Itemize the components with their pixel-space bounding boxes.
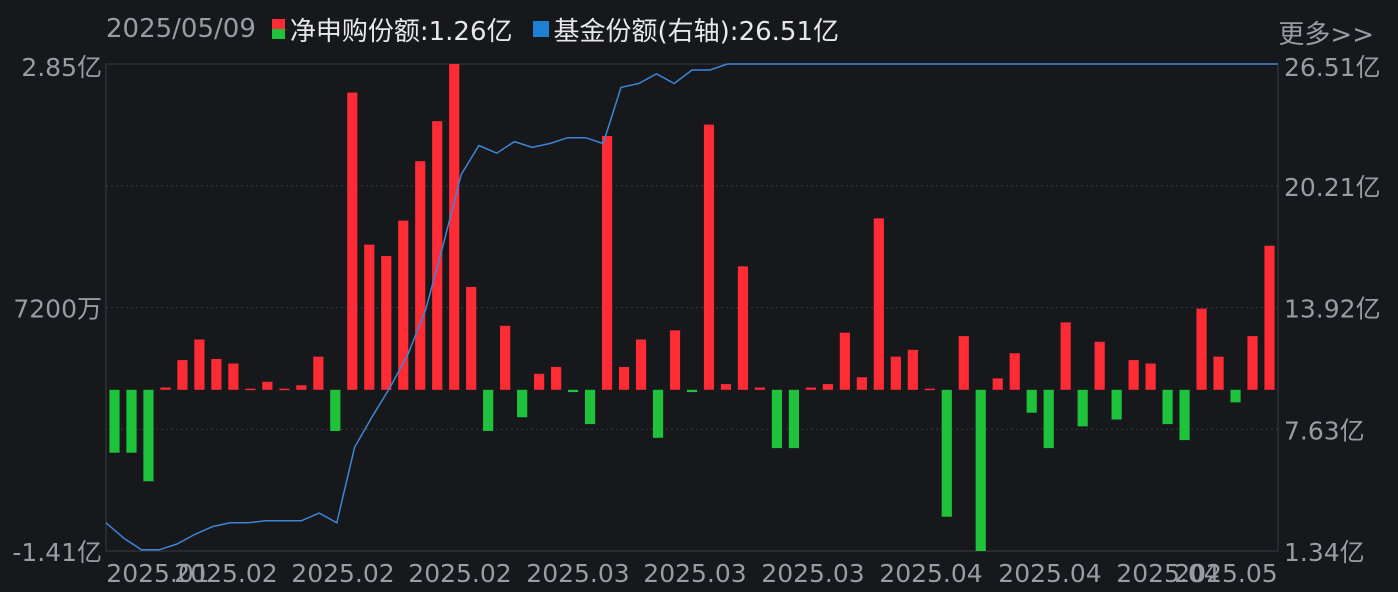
bar: [1145, 363, 1156, 390]
bar: [788, 389, 800, 449]
bar: [618, 366, 630, 390]
x-axis-tick-label: 2025.03: [643, 559, 746, 588]
x-axis-tick-label: 2025.04: [879, 559, 982, 588]
bar: [839, 332, 850, 390]
x-axis-tick-label: 2025.04: [1116, 559, 1219, 588]
bar: [669, 330, 681, 390]
bar: [686, 389, 698, 393]
bar: [890, 356, 901, 390]
bar: [703, 124, 715, 390]
bar: [449, 64, 460, 390]
bar: [245, 388, 256, 391]
bar: [1196, 308, 1207, 390]
bar: [262, 381, 273, 390]
bar-series-swatch: [271, 19, 285, 39]
bar: [1026, 389, 1037, 413]
bar: [1128, 360, 1139, 390]
x-axis-tick-label: 2025.02: [291, 559, 394, 588]
bar: [228, 363, 239, 390]
bar: [568, 389, 579, 393]
bar: [398, 220, 409, 390]
right-axis-tick-label: 7.63亿: [1284, 416, 1365, 445]
bar: [364, 244, 375, 390]
bar: [754, 387, 766, 390]
bar: [211, 358, 222, 390]
bar: [1060, 322, 1071, 390]
left-axis-tick-label: 7200万: [13, 295, 102, 324]
bar: [143, 389, 154, 482]
bar: [160, 387, 171, 390]
bar: [856, 377, 867, 390]
bar: [500, 325, 511, 390]
bar: [1213, 356, 1224, 390]
bar: [126, 389, 137, 453]
left-axis-tick-label: 2.85亿: [21, 53, 102, 82]
bar: [1094, 341, 1105, 390]
bar: [1111, 389, 1122, 420]
bar: [924, 388, 935, 391]
line-series-swatch: [532, 21, 549, 37]
bar: [296, 385, 307, 390]
bar: [805, 387, 816, 390]
bar: [601, 136, 613, 390]
bar: [907, 349, 918, 390]
bar: [1162, 389, 1173, 425]
bar: [109, 389, 120, 453]
x-axis-tick-label: 2025.03: [526, 559, 629, 588]
bar: [194, 339, 205, 390]
chart-legend: 2025/05/09 净申购份额:1.26亿 基金份额(右轴):26.51亿: [106, 12, 839, 47]
bar: [330, 389, 341, 431]
bar: [771, 389, 783, 449]
bar: [652, 389, 664, 438]
bar: [958, 336, 969, 390]
legend-date: 2025/05/09: [106, 14, 256, 44]
bar: [1077, 389, 1088, 427]
bar: [941, 389, 952, 517]
bar: [1247, 336, 1258, 390]
bar: [313, 356, 324, 390]
bar: [1009, 353, 1020, 390]
right-axis-tick-label: 1.34亿: [1284, 538, 1365, 567]
bar: [635, 339, 647, 390]
bar: [415, 161, 426, 390]
bar: [873, 218, 884, 390]
bar: [177, 360, 188, 390]
bar: [992, 378, 1003, 390]
bar: [432, 121, 443, 390]
x-axis-tick-label: 2025.05: [1174, 559, 1277, 588]
bar: [517, 389, 528, 418]
legend-line-label: 基金份额(右轴):26.51亿: [553, 16, 839, 47]
bar: [551, 366, 562, 390]
bar: [534, 373, 545, 390]
bar: [720, 384, 732, 390]
right-axis-tick-label: 26.51亿: [1284, 53, 1381, 82]
bar: [822, 384, 833, 390]
fund-share-line: [105, 63, 1278, 551]
bar: [975, 389, 986, 551]
right-axis-tick-label: 20.21亿: [1284, 173, 1381, 202]
bar: [1264, 245, 1275, 390]
bar: [279, 388, 290, 391]
bar: [1230, 389, 1241, 403]
bar: [737, 266, 749, 390]
bar: [347, 92, 358, 390]
x-axis-tick-label: 2025.03: [761, 559, 864, 588]
x-axis-tick-label: 2025.02: [408, 559, 511, 588]
right-axis-tick-label: 13.92亿: [1284, 295, 1381, 324]
x-axis-tick-label: 2025.02: [174, 559, 277, 588]
x-axis-tick-label: 2025.04: [998, 559, 1101, 588]
bar: [466, 286, 477, 390]
bar: [381, 256, 392, 390]
bar: [1043, 389, 1054, 449]
bar: [584, 389, 596, 425]
x-axis-tick-label: 2025.01: [106, 559, 209, 588]
left-axis-tick-label: -1.41亿: [12, 538, 102, 567]
legend-bar-label: 净申购份额:1.26亿: [289, 16, 513, 47]
more-link[interactable]: 更多>>: [1278, 20, 1374, 50]
bar: [1179, 389, 1190, 441]
bar: [483, 389, 494, 431]
